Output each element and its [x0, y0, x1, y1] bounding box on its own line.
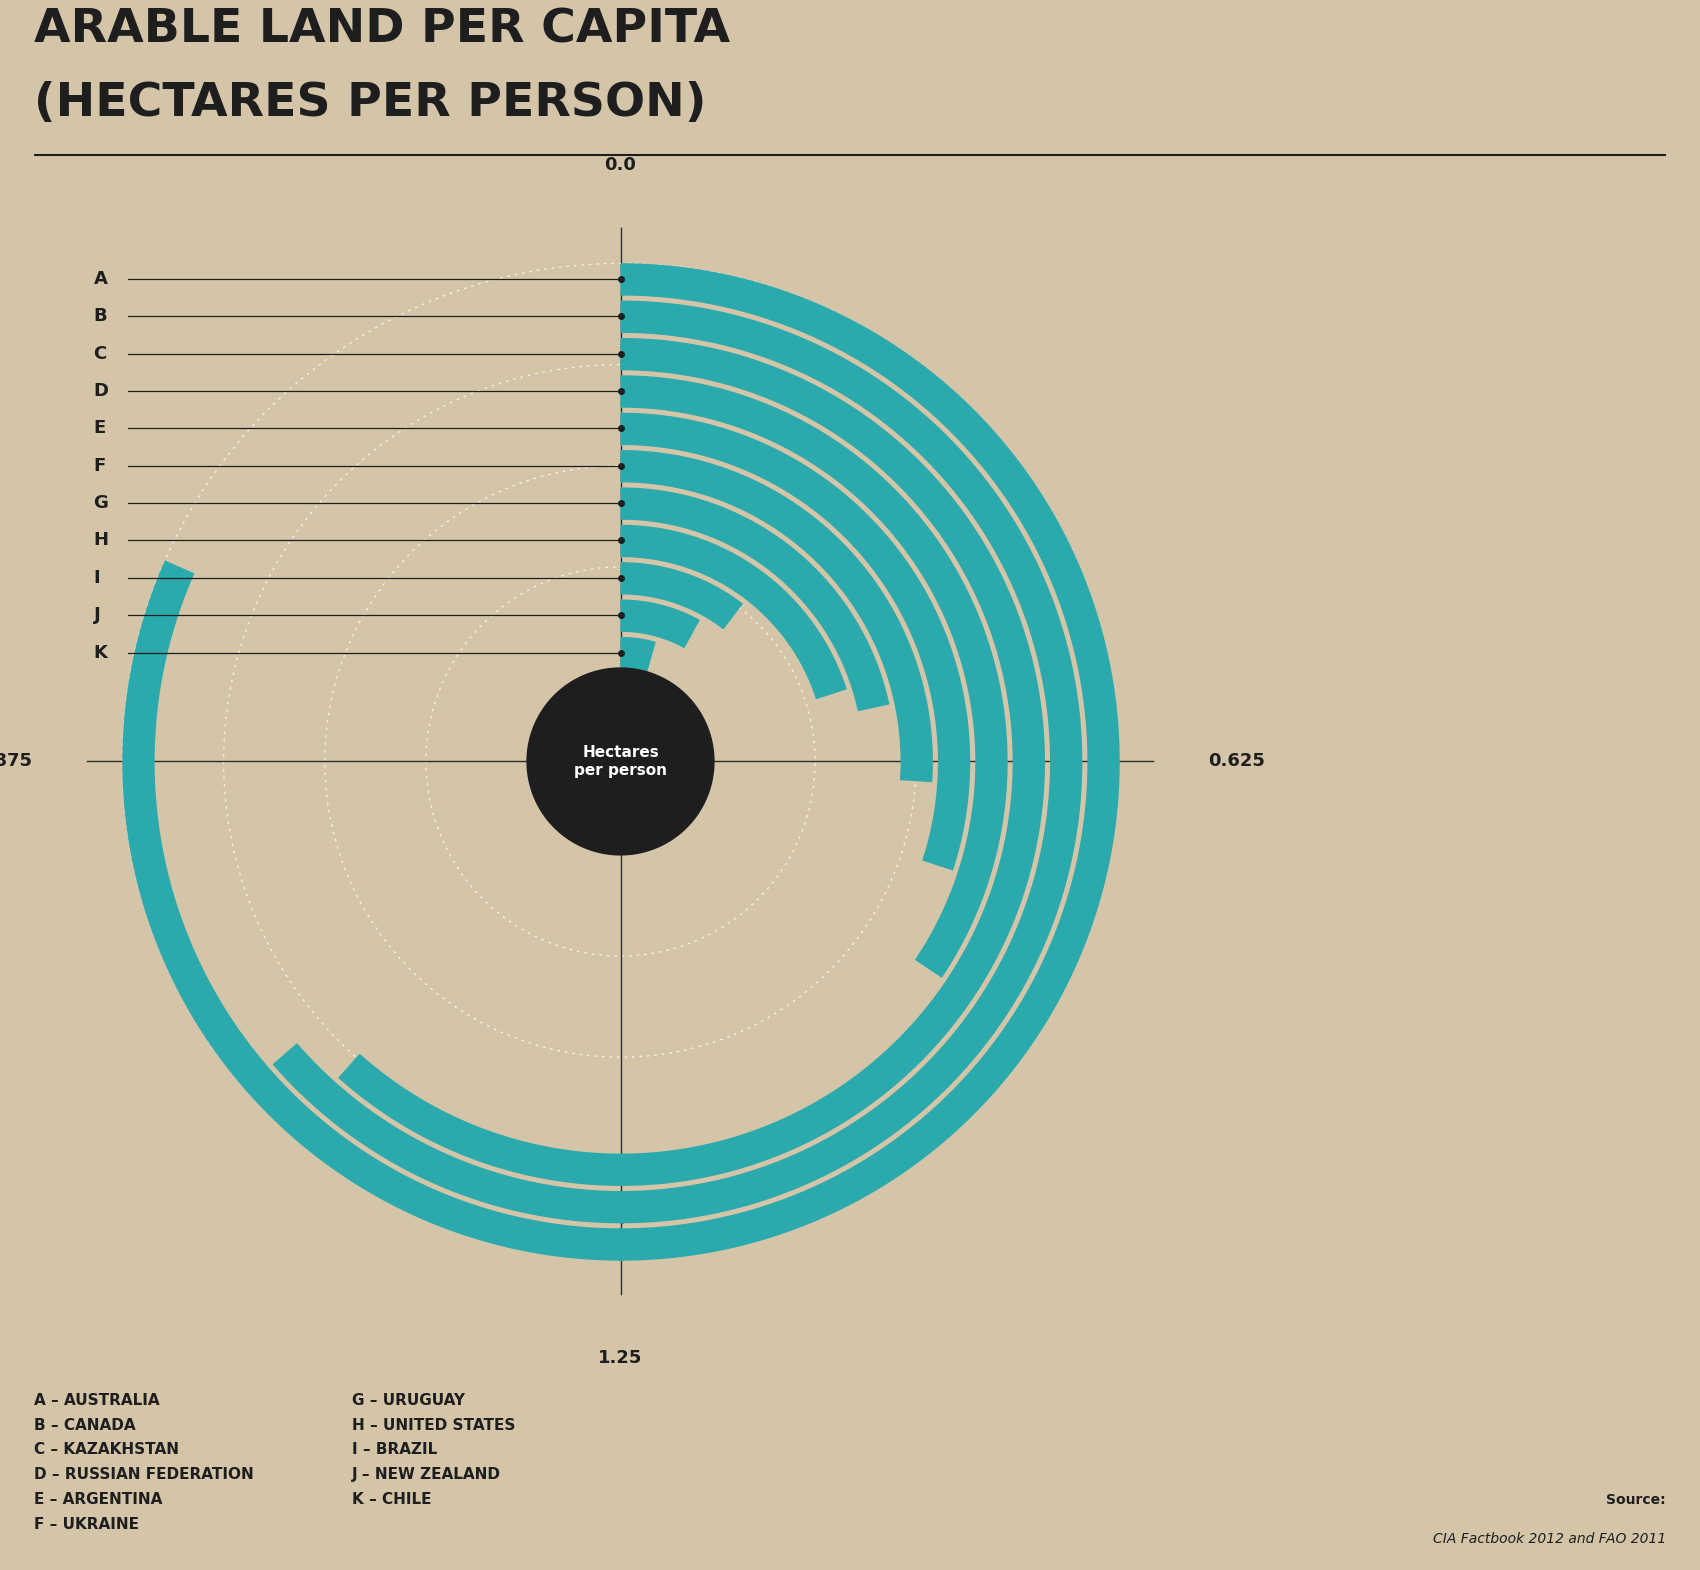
- Text: I – BRAZIL: I – BRAZIL: [352, 1443, 437, 1457]
- Text: C: C: [94, 345, 107, 363]
- Text: (HECTARES PER PERSON): (HECTARES PER PERSON): [34, 82, 707, 126]
- Text: D: D: [94, 382, 109, 400]
- Text: F: F: [94, 457, 105, 474]
- Text: E – ARGENTINA: E – ARGENTINA: [34, 1492, 163, 1507]
- Text: 0.625: 0.625: [1207, 752, 1265, 771]
- Text: C – KAZAKHSTAN: C – KAZAKHSTAN: [34, 1443, 178, 1457]
- Text: J: J: [94, 606, 100, 625]
- Text: G: G: [94, 495, 109, 512]
- Text: F – UKRAINE: F – UKRAINE: [34, 1517, 139, 1532]
- Text: 1.875: 1.875: [0, 752, 34, 771]
- Text: K – CHILE: K – CHILE: [352, 1492, 432, 1507]
- Text: 0.0: 0.0: [605, 157, 636, 174]
- Text: E: E: [94, 419, 105, 438]
- Text: ARABLE LAND PER CAPITA: ARABLE LAND PER CAPITA: [34, 8, 729, 53]
- Text: B: B: [94, 308, 107, 325]
- Text: H: H: [94, 532, 109, 550]
- Text: D – RUSSIAN FEDERATION: D – RUSSIAN FEDERATION: [34, 1466, 253, 1482]
- Polygon shape: [527, 669, 714, 854]
- Text: A: A: [94, 270, 107, 287]
- Text: B – CANADA: B – CANADA: [34, 1418, 136, 1433]
- Text: Source:: Source:: [1606, 1493, 1666, 1507]
- Text: K: K: [94, 644, 107, 661]
- Text: Hectares
per person: Hectares per person: [575, 746, 666, 777]
- Text: CIA Factbook 2012 and FAO 2011: CIA Factbook 2012 and FAO 2011: [1433, 1532, 1666, 1546]
- Text: J – NEW ZEALAND: J – NEW ZEALAND: [352, 1466, 502, 1482]
- Text: G – URUGUAY: G – URUGUAY: [352, 1393, 464, 1408]
- Text: A – AUSTRALIA: A – AUSTRALIA: [34, 1393, 160, 1408]
- Text: I: I: [94, 568, 100, 587]
- Text: 1.25: 1.25: [598, 1349, 643, 1366]
- Text: H – UNITED STATES: H – UNITED STATES: [352, 1418, 515, 1433]
